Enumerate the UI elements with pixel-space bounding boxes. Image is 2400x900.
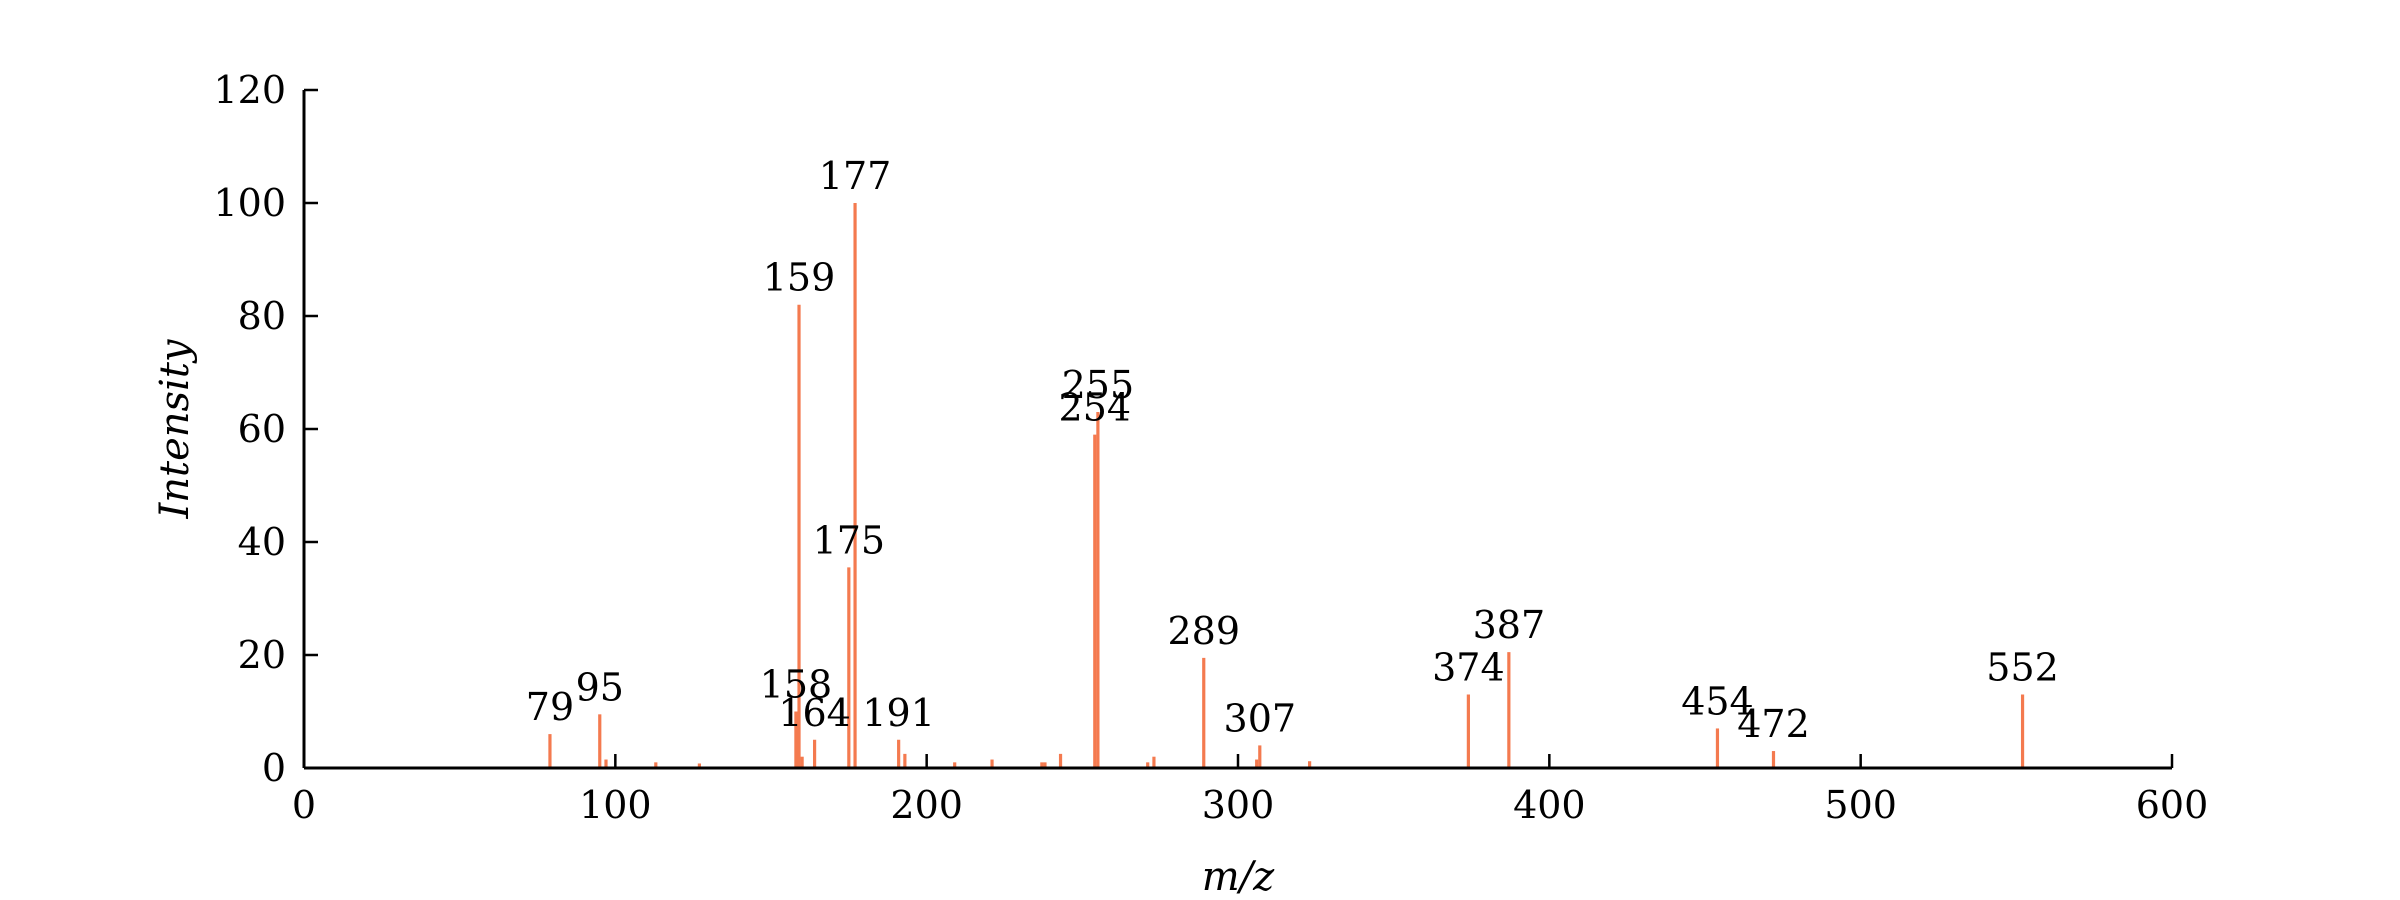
peak-label-177: 177	[819, 154, 892, 198]
x-tick-label: 0	[292, 783, 316, 827]
peak-label-79: 79	[526, 685, 574, 729]
peak-label-191: 191	[862, 691, 935, 735]
peaks-layer	[548, 203, 2025, 768]
y-tick-label: 60	[238, 407, 286, 451]
peak-label-454: 454	[1681, 679, 1754, 723]
peak-label-552: 552	[1986, 646, 2059, 690]
x-ticks: 0 100 200 300 400 500 600	[292, 754, 2208, 827]
peak-label-175: 175	[813, 518, 886, 562]
x-tick-label: 100	[579, 783, 652, 827]
peak-label-472: 472	[1737, 702, 1810, 746]
peak-label-254: 254	[1059, 386, 1132, 430]
y-tick-label: 120	[213, 68, 286, 112]
peak-label-374: 374	[1432, 646, 1505, 690]
peak-label-158: 158	[760, 663, 833, 707]
y-ticks: 0 20 40 60 80 100 120	[213, 68, 318, 790]
x-tick-label: 200	[890, 783, 963, 827]
y-axis-title: Intensity	[152, 338, 198, 519]
peak-label-387: 387	[1473, 603, 1546, 647]
y-tick-label: 0	[262, 746, 286, 790]
peak-label-95: 95	[576, 665, 624, 709]
y-tick-label: 100	[213, 181, 286, 225]
peak-label-255: 255	[1062, 363, 1135, 407]
peak-label-164: 164	[778, 691, 851, 735]
x-tick-label: 500	[1824, 783, 1897, 827]
peak-label-289: 289	[1167, 609, 1240, 653]
x-tick-label: 300	[1202, 783, 1275, 827]
x-tick-label: 400	[1513, 783, 1586, 827]
y-tick-label: 40	[238, 520, 286, 564]
peak-label-159: 159	[763, 256, 836, 300]
peak-label-307: 307	[1224, 696, 1297, 740]
x-tick-label: 600	[2136, 783, 2209, 827]
x-axis-title: m/z	[1202, 854, 1275, 900]
y-tick-label: 80	[238, 294, 286, 338]
y-tick-label: 20	[238, 633, 286, 677]
